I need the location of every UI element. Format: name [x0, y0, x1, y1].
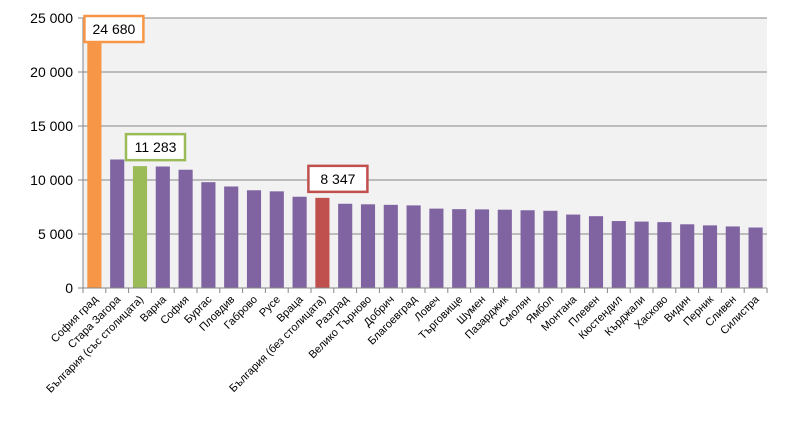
data-label-box [83, 14, 145, 44]
data-label: 8 347 [320, 171, 355, 187]
bar [292, 196, 307, 288]
bar [429, 208, 444, 288]
bar [87, 21, 102, 289]
y-tick-label: 10 000 [30, 172, 73, 188]
bar [497, 209, 512, 288]
y-tick-label: 20 000 [30, 64, 73, 80]
bar [315, 197, 330, 288]
plot-background [83, 18, 767, 288]
bar [110, 159, 125, 288]
y-tick-label: 15 000 [30, 118, 73, 134]
data-label: 24 680 [92, 21, 135, 37]
bar [702, 225, 718, 288]
axes [78, 17, 768, 293]
bar [132, 166, 148, 288]
bar [520, 210, 535, 288]
bar [748, 227, 763, 288]
bar [566, 214, 581, 288]
bar [543, 210, 558, 288]
bar [178, 169, 193, 288]
data-label-callout: 24 680 [83, 14, 145, 44]
plot-area [83, 18, 767, 288]
bar [360, 204, 376, 288]
bar [246, 190, 262, 288]
annotations: 24 680 11 283 8 347 [83, 14, 369, 194]
bar [155, 166, 170, 288]
bar [201, 182, 216, 288]
bar [657, 222, 672, 288]
data-label-box [307, 164, 369, 194]
bar [588, 216, 604, 288]
y-tick-label: 0 [65, 280, 73, 296]
bar [224, 186, 239, 288]
y-tick-label: 25 000 [30, 10, 73, 26]
data-label-box [124, 132, 187, 162]
bar [383, 204, 398, 288]
data-label: 11 283 [135, 139, 177, 155]
bars [87, 21, 763, 289]
bar [452, 209, 467, 288]
bar [680, 224, 695, 288]
gridlines [83, 17, 767, 235]
bar [338, 203, 353, 288]
x-tick-label: България (със столицата) [44, 294, 146, 396]
bar [634, 221, 649, 288]
bar [474, 209, 490, 288]
bar [269, 191, 284, 288]
y-tick-label: 5 000 [38, 226, 73, 242]
bar [406, 205, 421, 288]
bar [725, 226, 740, 288]
data-label-callout: 11 283 [124, 132, 187, 162]
data-label-callout: 8 347 [307, 164, 369, 194]
bar [611, 221, 626, 288]
